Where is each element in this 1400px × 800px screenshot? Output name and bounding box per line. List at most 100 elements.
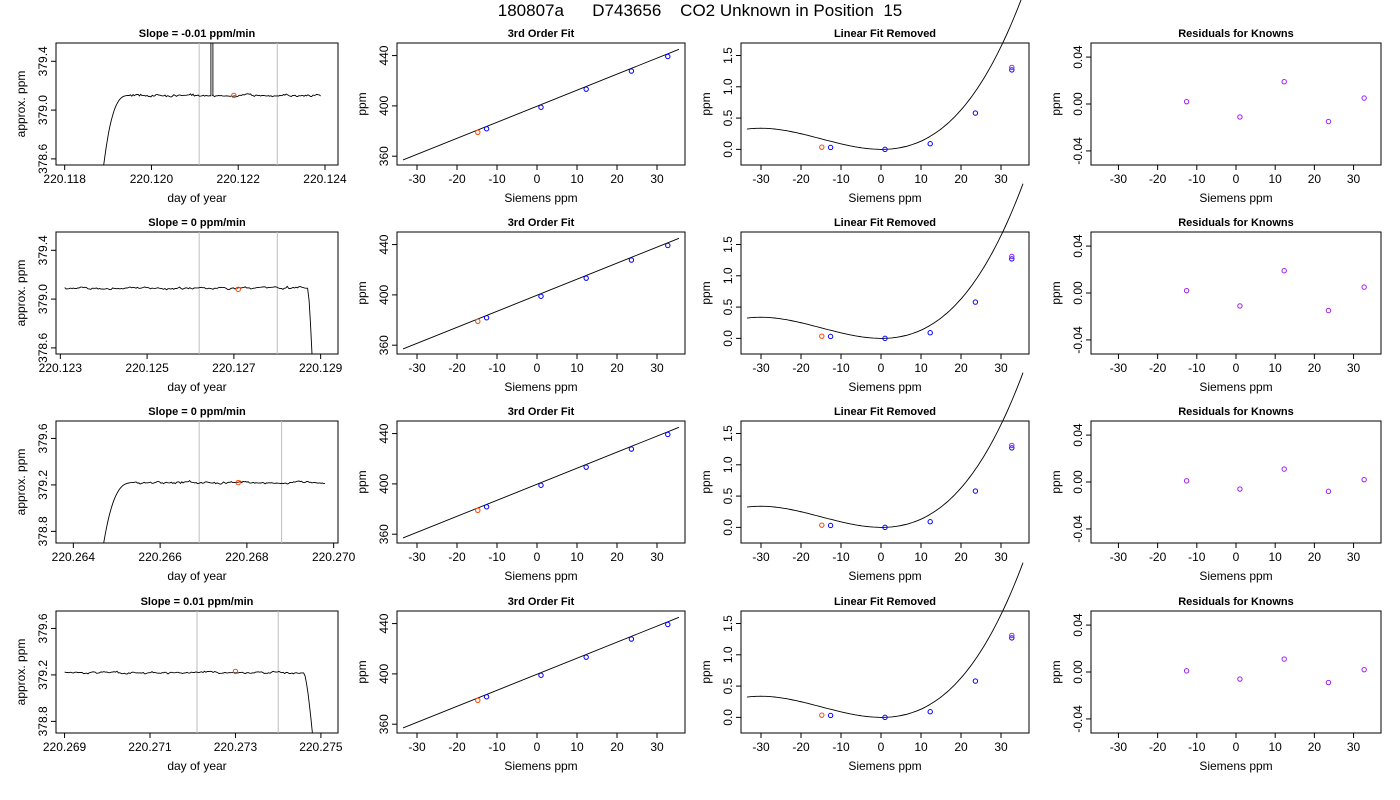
known-point: [583, 464, 589, 470]
plot-frame: [55, 42, 339, 166]
y-tick-label: 379.6: [36, 423, 50, 453]
y-tick-label: 1.0: [721, 267, 735, 284]
y-tick-label: 378.8: [36, 706, 50, 736]
y-tick-label: 379.0: [36, 95, 50, 125]
y-tick-label: 378.6: [36, 144, 50, 174]
known-point-alt: [1009, 632, 1015, 639]
y-tick-label: 440: [377, 423, 391, 443]
y-tick-label: 440: [377, 45, 391, 65]
x-axis: -30 -20 -10 0 10 20 30 Siemens ppm: [752, 543, 1008, 583]
x-axis: -30 -20 -10 0 10 20 30 Siemens ppm: [752, 354, 1008, 394]
y-tick-label: 379.2: [36, 660, 50, 690]
y-tick-label: 1.5: [721, 47, 735, 64]
x-tick-label: 220.271: [128, 740, 172, 754]
x-tick-label: 20: [1308, 172, 1322, 186]
y-axis: -0.04 0.00 0.04 ppm: [1049, 423, 1091, 543]
unknown-point: [235, 479, 241, 486]
y-axis: 0.0 0.5 1.0 1.5 ppm: [699, 47, 741, 158]
x-axis-label: Siemens ppm: [848, 380, 921, 394]
panel-title: 3rd Order Fit: [508, 28, 575, 40]
x-tick-label: 30: [1347, 361, 1361, 375]
x-axis: -30 -20 -10 0 10 20 30 Siemens ppm: [1110, 543, 1361, 583]
x-tick-label: 0: [534, 172, 541, 186]
x-tick-label: 30: [994, 550, 1008, 564]
unknown-point: [819, 712, 825, 718]
x-axis-label: day of year: [167, 191, 226, 205]
x-axis-label: day of year: [167, 759, 226, 773]
y-axis: 0.0 0.5 1.0 1.5 ppm: [699, 425, 741, 536]
y-tick-label: 440: [377, 234, 391, 254]
residuals-panel-4: Residuals for Knowns -30 -20 -10 0 10 20 30 Siem…: [1049, 596, 1382, 773]
residual-point: [1281, 466, 1287, 472]
known-point: [927, 141, 933, 147]
known-point: [882, 714, 888, 721]
y-axis-label: ppm: [699, 281, 713, 304]
linear-removed-panel-4: Linear Fit Removed -30 -20 -10 0 10 20 30 Siemen…: [699, 562, 1030, 773]
y-tick-label: 0.04: [1071, 234, 1085, 258]
x-axis: -30 -20 -10 0 10 20 30 Siemens ppm: [408, 165, 664, 205]
x-tick-label: -10: [832, 550, 850, 564]
x-axis: -30 -20 -10 0 10 20 30 Siemens ppm: [408, 733, 664, 773]
x-tick-label: -30: [408, 361, 426, 375]
known-point: [483, 504, 490, 510]
x-tick-label: -10: [832, 740, 850, 754]
x-tick-label: -30: [752, 550, 770, 564]
y-tick-label: 379.0: [36, 284, 50, 314]
x-tick-label: 20: [610, 361, 624, 375]
known-point: [538, 672, 544, 678]
x-tick-label: 10: [570, 172, 584, 186]
y-tick-label: 0.00: [1071, 660, 1085, 684]
x-tick-label: 0: [534, 550, 541, 564]
x-tick-label: -20: [448, 172, 466, 186]
y-tick-label: 379.4: [36, 46, 50, 76]
known-point: [628, 68, 635, 74]
cubic-curve: [746, 372, 1024, 528]
known-point: [665, 53, 671, 60]
y-tick-label: 1.0: [721, 456, 735, 473]
known-point: [972, 299, 979, 305]
unknown-point: [475, 507, 481, 513]
x-tick-label: -20: [448, 740, 466, 754]
x-tick-label: 0: [1233, 172, 1240, 186]
unknown-point: [232, 668, 239, 675]
panel-title: 3rd Order Fit: [508, 596, 575, 608]
x-tick-label: 220.127: [212, 361, 256, 375]
known-point: [972, 488, 979, 494]
x-axis-label: Siemens ppm: [504, 191, 577, 205]
y-tick-label: 378.6: [36, 333, 50, 363]
x-tick-label: 0: [1233, 550, 1240, 564]
x-tick-label: 220.123: [39, 361, 83, 375]
y-axis-label: ppm: [1049, 92, 1063, 115]
y-axis: -0.04 0.00 0.04 ppm: [1049, 613, 1091, 733]
y-axis-label: ppm: [1049, 470, 1063, 493]
x-tick-label: 220.270: [312, 550, 356, 564]
known-point: [665, 621, 671, 628]
y-axis: 0.0 0.5 1.0 1.5 ppm: [699, 615, 741, 726]
y-axis-label: ppm: [699, 470, 713, 493]
known-point: [882, 335, 888, 342]
y-tick-label: -0.04: [1071, 515, 1085, 543]
known-point: [972, 110, 979, 116]
x-tick-label: 10: [570, 740, 584, 754]
x-tick-label: -20: [792, 550, 810, 564]
residual-point: [1183, 668, 1190, 674]
residual-point: [1361, 476, 1367, 483]
residuals-panel-1: Residuals for Knowns -30 -20 -10 0 10 20 30 Siem…: [1049, 28, 1382, 205]
known-point: [1009, 256, 1015, 262]
x-tick-label: -20: [1149, 550, 1167, 564]
x-tick-label: -10: [1188, 172, 1206, 186]
x-tick-label: -20: [1149, 740, 1167, 754]
signal-trace: [103, 43, 321, 165]
known-point: [665, 242, 671, 249]
x-tick-label: -10: [488, 361, 506, 375]
y-tick-label: 1.5: [721, 425, 735, 442]
signal-trace: [64, 670, 313, 733]
x-tick-label: 220.120: [130, 172, 174, 186]
x-tick-label: 10: [1269, 740, 1283, 754]
time-series-panel-4: Slope = 0.01 ppm/min 220.269 220.271 220.27…: [14, 596, 343, 773]
x-tick-label: 30: [650, 361, 664, 375]
x-tick-label: -20: [792, 740, 810, 754]
x-axis-label: Siemens ppm: [504, 759, 577, 773]
x-tick-label: -20: [448, 361, 466, 375]
